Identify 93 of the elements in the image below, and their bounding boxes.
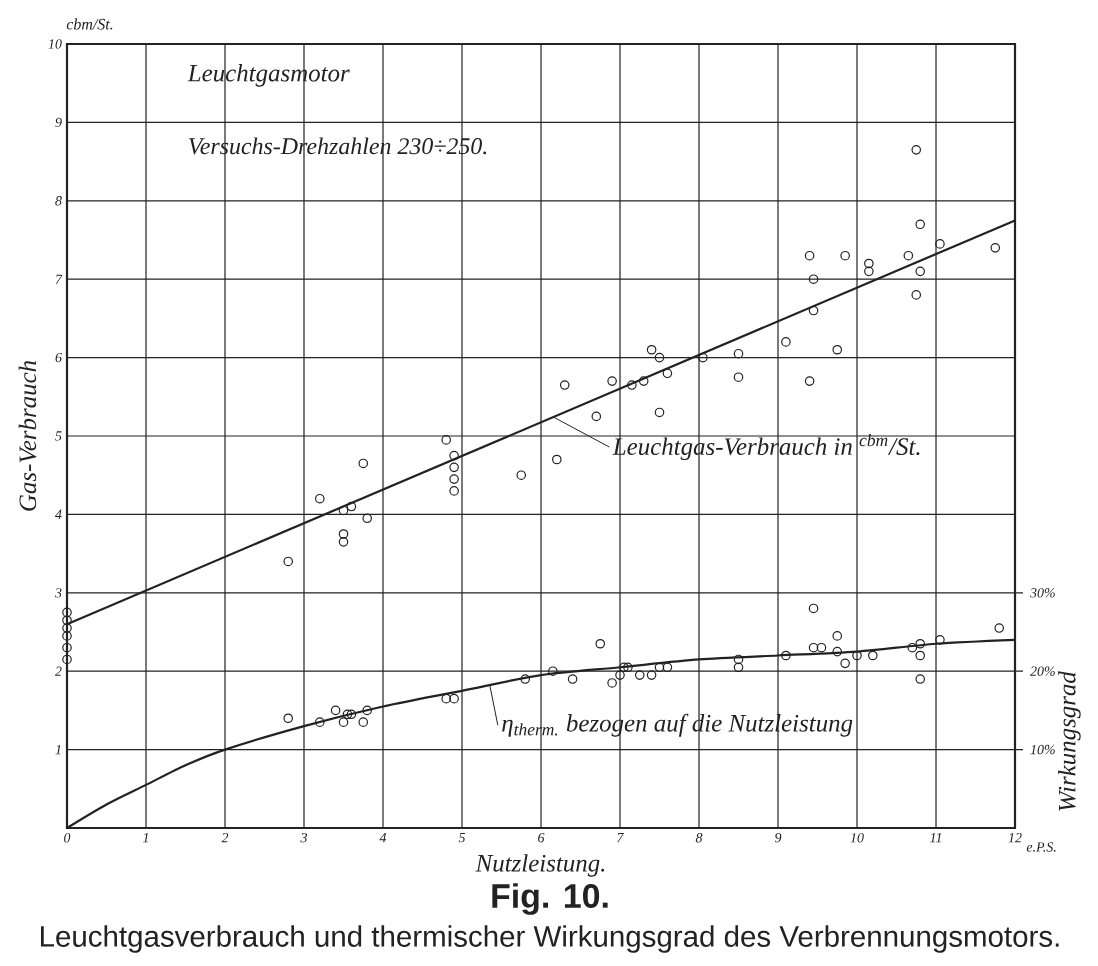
point [623, 662, 633, 673]
point [646, 344, 657, 355]
point [595, 638, 606, 649]
point [330, 705, 341, 716]
point [654, 407, 665, 418]
point [346, 709, 357, 720]
point [935, 635, 945, 645]
point [646, 670, 657, 680]
point [358, 458, 369, 469]
point [62, 631, 72, 641]
point [733, 372, 744, 382]
point [619, 662, 629, 673]
point [338, 717, 349, 727]
point [62, 607, 72, 618]
point [615, 670, 625, 680]
point [449, 450, 459, 461]
point [627, 380, 637, 390]
point [362, 705, 373, 716]
point [654, 662, 665, 673]
caption: Fig. 10. [492, 883, 608, 915]
point [552, 454, 562, 465]
x-axis-title: Nutzleistung. [475, 854, 605, 877]
point [808, 305, 819, 316]
point [733, 654, 744, 665]
point [832, 631, 843, 641]
point [781, 650, 791, 661]
point [362, 513, 373, 524]
point [733, 348, 744, 359]
point [315, 493, 325, 504]
point [698, 352, 708, 363]
point [559, 380, 570, 390]
point [638, 376, 649, 386]
point [990, 243, 1001, 253]
point [338, 537, 349, 547]
point [781, 337, 791, 347]
point [654, 352, 665, 363]
point [449, 693, 459, 704]
point [567, 674, 578, 684]
y2-axis-title: Wirkungsgrad [1058, 671, 1081, 811]
point [283, 713, 293, 724]
point [516, 470, 527, 480]
point [634, 670, 645, 680]
point [283, 556, 293, 567]
point [868, 650, 878, 661]
point [915, 674, 926, 684]
point [808, 603, 819, 614]
point [62, 642, 72, 653]
point [907, 642, 918, 653]
point [662, 662, 673, 673]
point [338, 529, 349, 539]
point [864, 266, 874, 277]
point [733, 662, 744, 673]
point [591, 411, 602, 422]
point [62, 623, 72, 633]
y-axis-title: Gas-Verbrauch [18, 360, 37, 511]
point [607, 678, 617, 688]
point [449, 462, 459, 473]
point [832, 646, 843, 657]
point [911, 145, 922, 155]
point [441, 435, 452, 445]
point [315, 717, 325, 727]
point [911, 290, 922, 300]
point [449, 486, 459, 496]
point [804, 250, 815, 261]
point [808, 642, 819, 653]
point [864, 258, 874, 269]
point [520, 674, 531, 684]
point [903, 250, 914, 261]
point [804, 376, 815, 386]
point [915, 219, 926, 230]
point [935, 239, 945, 249]
point [62, 654, 72, 665]
point [62, 615, 72, 626]
point [338, 505, 349, 516]
point [915, 650, 926, 661]
point [915, 638, 926, 649]
point [832, 344, 843, 355]
point [915, 266, 926, 277]
point [994, 623, 1005, 633]
point [852, 650, 862, 661]
point [607, 376, 617, 386]
point [662, 368, 673, 379]
point [342, 709, 353, 720]
point [548, 666, 558, 676]
point [346, 501, 357, 512]
point [840, 250, 850, 261]
point [358, 717, 369, 727]
point [816, 642, 827, 653]
point [808, 274, 819, 284]
text: Leuchtgasverbrauch und thermischer Wirkungsgrad des Verbrennungsmotors. [40, 925, 1059, 953]
point [840, 658, 850, 669]
point [441, 693, 452, 704]
point [449, 474, 459, 484]
